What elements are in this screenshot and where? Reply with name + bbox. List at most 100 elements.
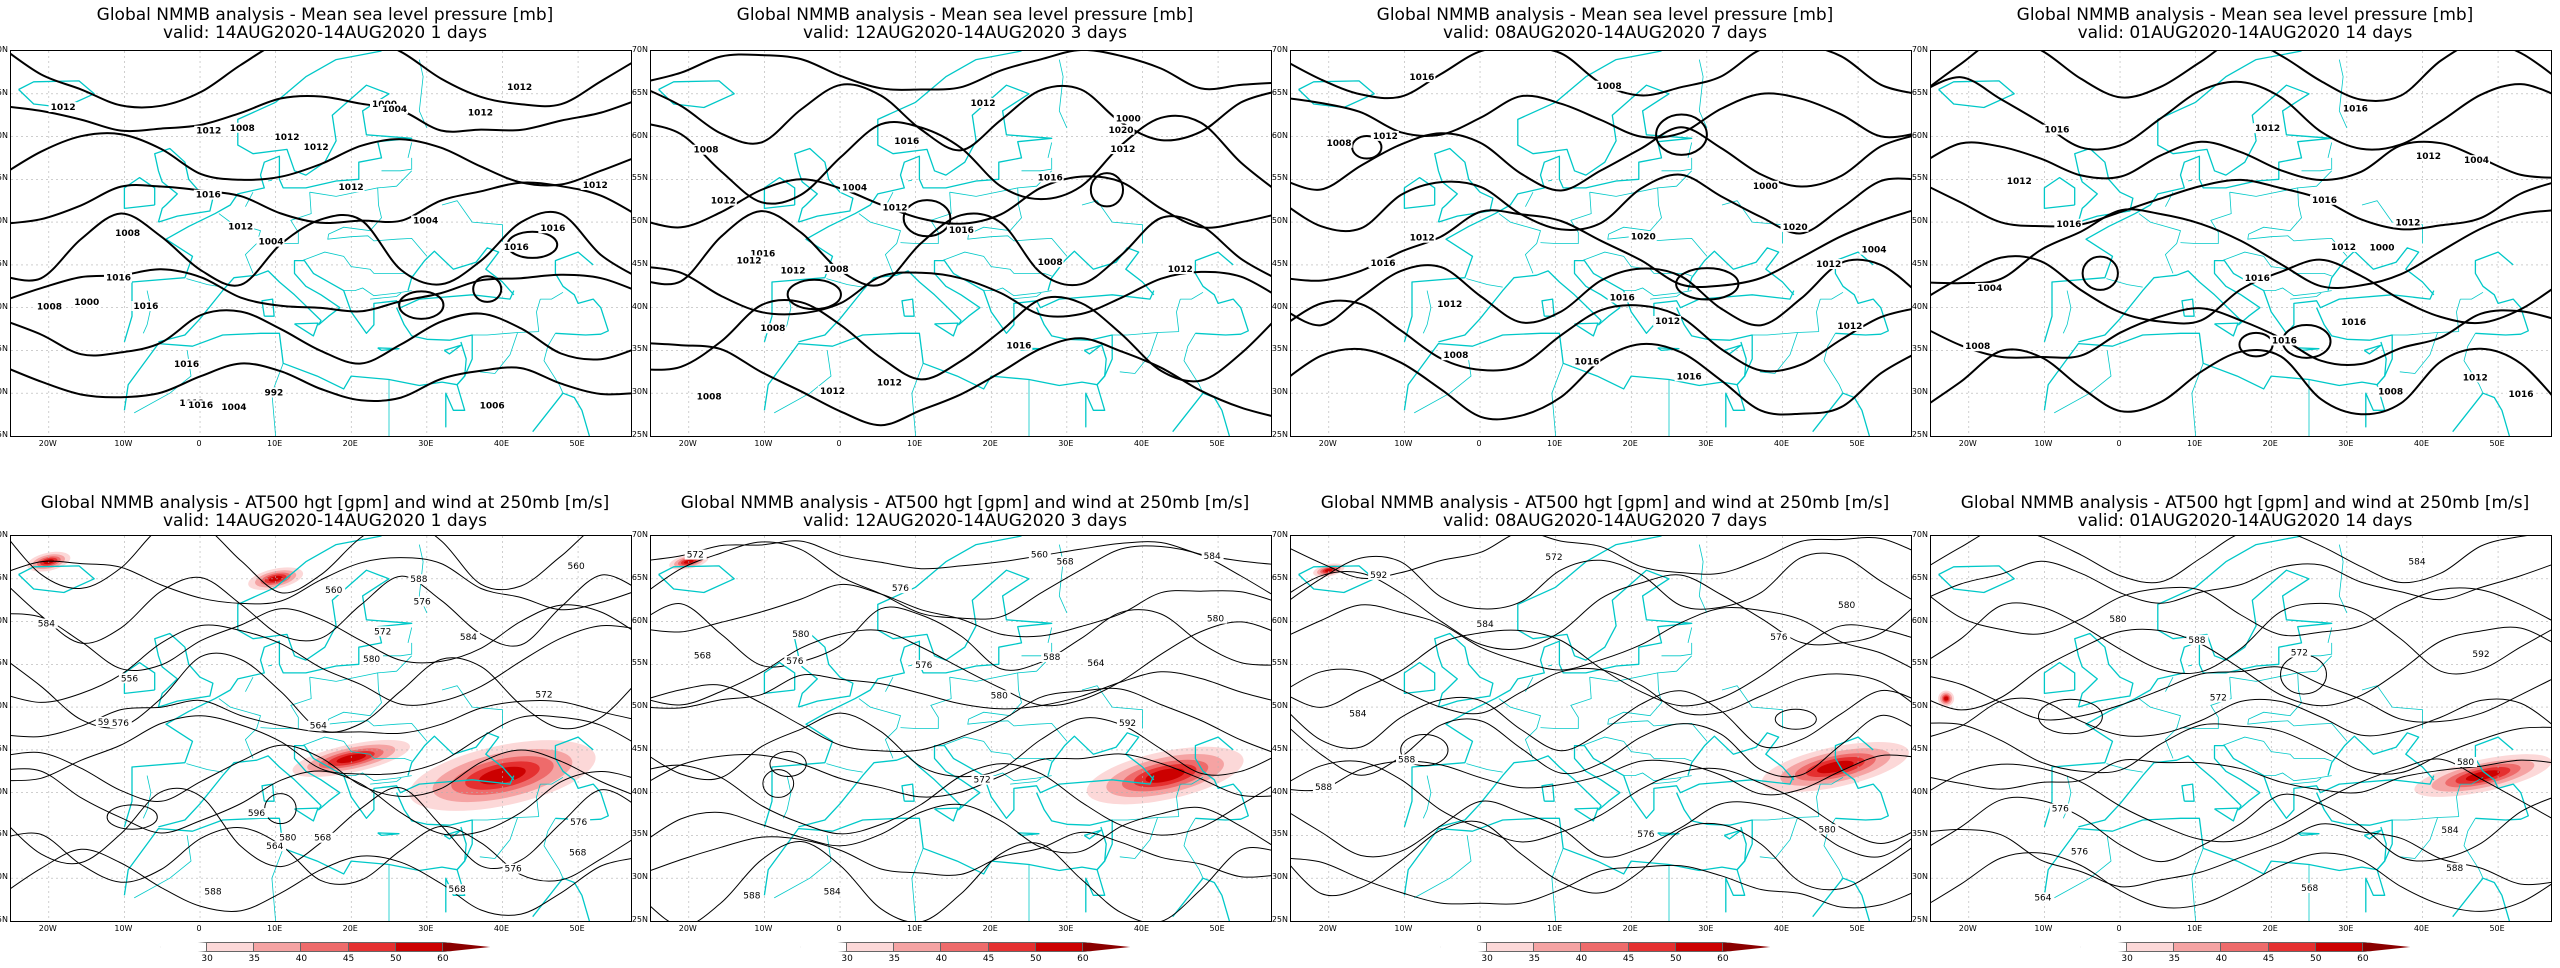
contour-label: 1000 bbox=[1753, 182, 1778, 192]
lon-label: 0 bbox=[196, 924, 202, 933]
contour-label-bg bbox=[2269, 335, 2298, 346]
lat-label: 55N bbox=[1911, 658, 1928, 668]
lat-label: 60N bbox=[0, 615, 8, 625]
panel-valid-text: valid: 12AUG2020-14AUG2020 3 days bbox=[802, 23, 1127, 43]
contour-label-bg bbox=[131, 301, 160, 312]
lat-label: 30N bbox=[1271, 872, 1288, 882]
contour-label-bg bbox=[1653, 315, 1682, 326]
contour-label-bg bbox=[1607, 292, 1636, 303]
contour-label-bg bbox=[277, 832, 300, 843]
panel-title-text: Global NMMB analysis - AT500 hgt [gpm] a… bbox=[1960, 493, 2530, 513]
contour-label: 580 bbox=[792, 630, 809, 640]
contour-label: 576 bbox=[892, 584, 909, 594]
contour-label: 1012 bbox=[970, 99, 995, 109]
map-svg: 564 568 572 576 580 584 588 592 572 576 580 584 588 bbox=[1931, 536, 2551, 921]
lat-label: 30N bbox=[1271, 387, 1288, 397]
colorbar-swatch bbox=[1035, 942, 1083, 952]
lat-label: 45N bbox=[1271, 258, 1288, 268]
lat-label: 35N bbox=[1911, 344, 1928, 354]
contours bbox=[11, 51, 631, 402]
panel-title: Global NMMB analysis - AT500 hgt [gpm] a… bbox=[650, 494, 1280, 530]
contour-label: 596 bbox=[248, 809, 265, 819]
contour-label: 564 bbox=[2034, 893, 2051, 903]
lon-label: 10E bbox=[2187, 439, 2203, 448]
colorbar-swatch bbox=[442, 942, 490, 952]
contour-label-bg bbox=[971, 774, 994, 785]
contour-label-bg bbox=[1113, 113, 1142, 124]
contour-label: 556 bbox=[121, 674, 138, 684]
lat-label: 40N bbox=[0, 301, 8, 311]
contour-label-bg bbox=[35, 618, 58, 629]
lon-label: 10E bbox=[1547, 439, 1563, 448]
contour-label: 576 bbox=[1770, 633, 1787, 643]
contour-label-bg bbox=[892, 135, 921, 146]
contour-label-bg bbox=[2413, 150, 2442, 161]
contour-label: 576 bbox=[2052, 805, 2069, 815]
contour-label-bg bbox=[1628, 231, 1657, 242]
lat-label: 45N bbox=[0, 743, 8, 753]
panel-title: Global NMMB analysis - Mean sea level pr… bbox=[1930, 6, 2560, 42]
contour-label-bg bbox=[1085, 657, 1108, 668]
lon-label: 20E bbox=[342, 439, 358, 448]
contour-label-bg bbox=[307, 720, 330, 731]
colorbar-label: 35 bbox=[888, 954, 900, 964]
lat-label: 40N bbox=[1911, 301, 1928, 311]
colorbar-swatch bbox=[1722, 942, 1770, 952]
lon-label: 30E bbox=[418, 924, 434, 933]
contour-label-bg bbox=[880, 202, 909, 213]
lon-label: 50E bbox=[1849, 924, 1865, 933]
map-panel-5: Global NMMB analysis - AT500 hgt [gpm] a… bbox=[0, 490, 640, 964]
contour-label-bg bbox=[748, 248, 777, 259]
colorbar-label: 50 bbox=[1669, 954, 1682, 964]
lat-label: 30N bbox=[631, 872, 648, 882]
contour-label-bg bbox=[1108, 144, 1137, 155]
contours bbox=[651, 540, 1271, 921]
lon-label: 40E bbox=[1133, 439, 1150, 448]
contour-label: 1012 bbox=[883, 203, 908, 213]
lon-label: 50E bbox=[569, 439, 585, 448]
contour-label: 1008 bbox=[2378, 388, 2403, 398]
contour-label-bg bbox=[968, 97, 997, 108]
contour-label-bg bbox=[1635, 828, 1658, 839]
contour-label: 1020 bbox=[1631, 233, 1656, 243]
contour-label-bg bbox=[1768, 631, 1791, 642]
lat-label: 65N bbox=[0, 87, 8, 97]
map-svg: 1012 1016 1020 1020 1016 1016 1016 1016 1012 1008… bbox=[1291, 51, 1911, 436]
panel-title-text: Global NMMB analysis - Mean sea level pr… bbox=[2016, 5, 2474, 25]
contour-label-bg bbox=[2068, 846, 2091, 857]
contour-label: 1008 bbox=[1965, 342, 1990, 352]
lat-label: 70N bbox=[631, 530, 648, 539]
contour-label-bg bbox=[1324, 137, 1353, 148]
lon-label: 50E bbox=[569, 924, 585, 933]
contours bbox=[1931, 51, 2551, 416]
contour-label: 580 bbox=[363, 655, 380, 665]
wind-shading bbox=[669, 553, 1244, 805]
contour-label: 1016 bbox=[2056, 220, 2081, 230]
contour-label: 1016 bbox=[106, 274, 131, 284]
panel-title-text: Global NMMB analysis - AT500 hgt [gpm] a… bbox=[1320, 493, 1890, 513]
contour-label: 1008 bbox=[1038, 258, 1063, 268]
contour-label: 1004 bbox=[1977, 284, 2002, 294]
lon-label: 20W bbox=[1958, 439, 1977, 448]
contour-label: 1000 bbox=[2370, 244, 2395, 254]
contour-label: 1012 bbox=[196, 127, 221, 137]
map-area: 568 572 576 580 572 576 580 584 588 592 560 564 568 5… bbox=[650, 535, 1272, 922]
lat-label: 25N bbox=[0, 915, 8, 924]
contour-label-bg bbox=[821, 263, 850, 274]
contour-label: 568 bbox=[1056, 558, 1073, 568]
lon-label: 50E bbox=[1209, 439, 1225, 448]
colorbar-swatch bbox=[2315, 942, 2363, 952]
lon-label: 20E bbox=[1622, 924, 1638, 933]
lat-label: 65N bbox=[631, 572, 648, 582]
contour-label: 584 bbox=[38, 620, 55, 630]
lon-label: 20E bbox=[982, 439, 998, 448]
contour-label-bg bbox=[360, 654, 383, 665]
contour-label-bg bbox=[1975, 282, 2004, 293]
colorbar-label: 60 bbox=[437, 954, 449, 964]
lon-label: 0 bbox=[1476, 924, 1482, 933]
contour-label-bg bbox=[1859, 244, 1888, 255]
lon-label: 20W bbox=[1318, 439, 1337, 448]
contour-label-bg bbox=[72, 297, 101, 308]
lon-label: 30E bbox=[418, 439, 434, 448]
panel-title-text: Global NMMB analysis - Mean sea level pr… bbox=[1376, 5, 1834, 25]
